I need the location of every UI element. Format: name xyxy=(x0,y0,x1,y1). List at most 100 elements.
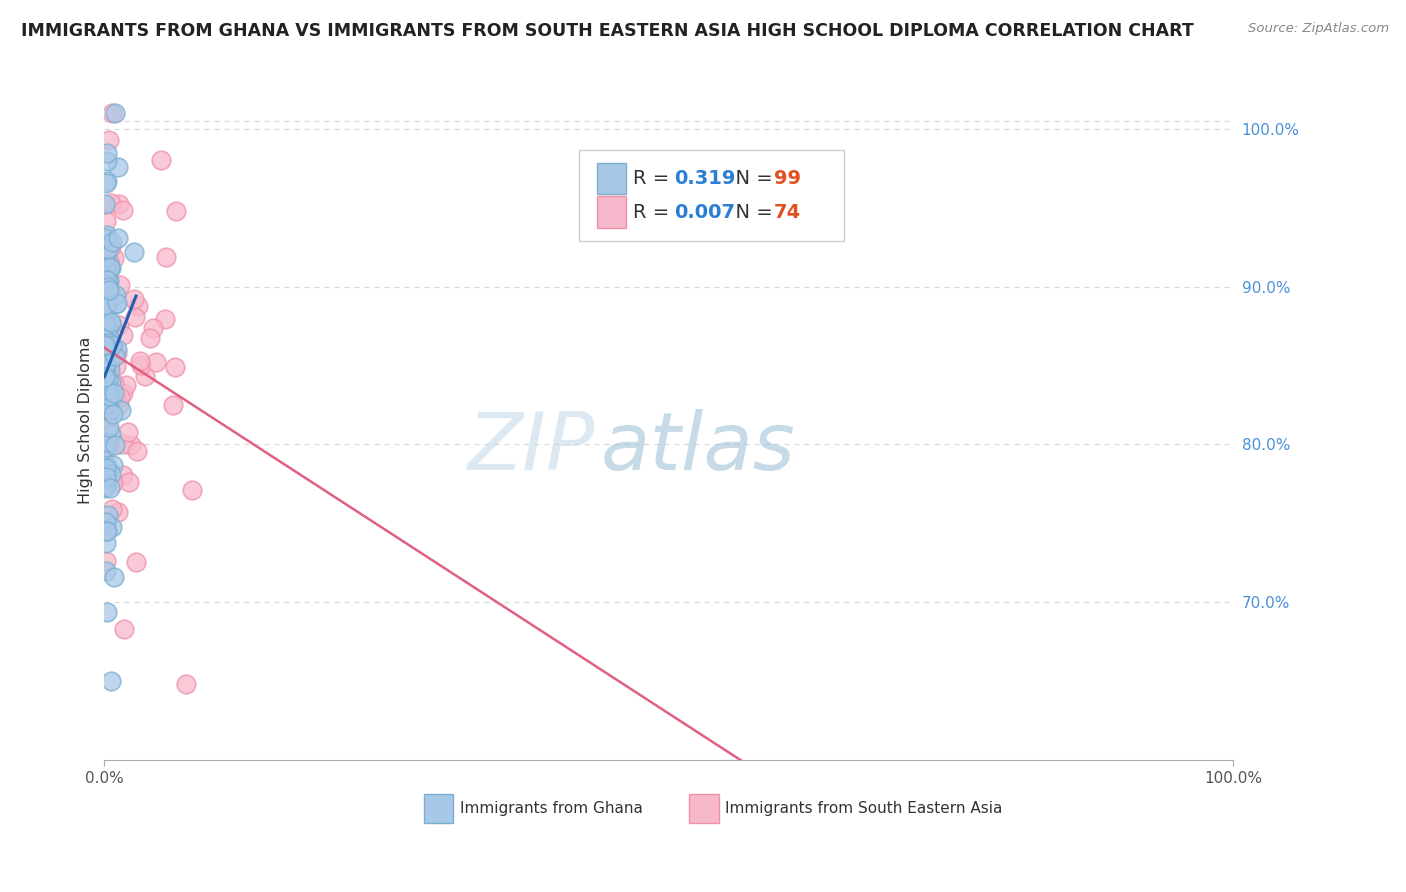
Point xyxy=(105,346,128,360)
Point xyxy=(94,381,117,395)
Point xyxy=(120,438,142,452)
Point xyxy=(101,235,124,249)
Text: Source: ZipAtlas.com: Source: ZipAtlas.com xyxy=(1249,22,1389,36)
Point xyxy=(94,338,117,352)
Point xyxy=(93,361,115,376)
Point xyxy=(97,379,120,393)
Point xyxy=(98,403,121,417)
Point xyxy=(103,386,125,401)
Point xyxy=(122,245,145,260)
Point xyxy=(100,196,122,211)
Point xyxy=(94,301,117,315)
Point xyxy=(97,409,120,423)
Point xyxy=(100,240,122,254)
Text: R =: R = xyxy=(633,202,675,221)
Point xyxy=(93,459,115,474)
Point xyxy=(93,196,115,211)
Text: atlas: atlas xyxy=(602,409,796,487)
Point xyxy=(97,508,120,522)
Point xyxy=(103,251,125,265)
Point xyxy=(96,346,118,360)
Point xyxy=(97,461,120,475)
Point xyxy=(94,440,117,454)
Point xyxy=(97,323,120,337)
Point xyxy=(124,292,146,306)
Point xyxy=(98,260,121,275)
Point xyxy=(100,261,122,276)
Point xyxy=(93,262,115,277)
Point xyxy=(94,383,117,397)
Point xyxy=(101,407,124,421)
Point xyxy=(103,570,125,584)
Point xyxy=(101,501,124,516)
Point xyxy=(139,331,162,345)
Point xyxy=(94,393,117,408)
Point xyxy=(94,231,117,245)
Text: N =: N = xyxy=(723,202,779,221)
Point xyxy=(96,388,118,402)
Point xyxy=(129,354,152,368)
Point xyxy=(110,277,132,292)
Point xyxy=(94,271,117,285)
Point xyxy=(94,260,117,274)
FancyBboxPatch shape xyxy=(689,794,718,822)
Point xyxy=(96,479,118,493)
Point xyxy=(104,349,127,363)
Point xyxy=(142,321,165,335)
Point xyxy=(111,327,134,342)
Point xyxy=(181,483,204,498)
Text: N =: N = xyxy=(723,169,779,187)
Point xyxy=(94,454,117,468)
Point xyxy=(103,376,125,390)
Point xyxy=(129,358,152,372)
Point xyxy=(94,214,117,228)
Point xyxy=(97,439,120,453)
Point xyxy=(94,411,117,425)
Point xyxy=(103,385,125,400)
Point xyxy=(100,315,122,329)
Point xyxy=(112,623,135,637)
Point xyxy=(97,320,120,334)
Point xyxy=(96,260,118,274)
Point xyxy=(97,323,120,337)
Point xyxy=(96,145,118,160)
Point xyxy=(108,318,131,333)
Text: R =: R = xyxy=(633,169,675,187)
Point xyxy=(94,395,117,409)
Point xyxy=(134,368,156,383)
Point xyxy=(165,359,187,374)
Point xyxy=(96,259,118,273)
Text: 74: 74 xyxy=(773,202,801,221)
Point xyxy=(97,133,120,147)
Point xyxy=(145,355,167,369)
Point xyxy=(94,460,117,475)
Point xyxy=(93,379,115,393)
Point xyxy=(96,174,118,188)
Point xyxy=(100,356,122,370)
Point xyxy=(94,358,117,372)
Point xyxy=(117,425,139,439)
Point xyxy=(150,153,173,167)
Point xyxy=(97,423,120,437)
Point xyxy=(100,319,122,334)
Point xyxy=(93,305,115,319)
Point xyxy=(98,387,121,401)
FancyBboxPatch shape xyxy=(596,162,626,194)
Point xyxy=(97,359,120,374)
Point xyxy=(96,277,118,291)
Point xyxy=(97,283,120,297)
Point xyxy=(94,351,117,366)
Point xyxy=(96,398,118,412)
Point xyxy=(96,564,118,578)
Point xyxy=(111,202,134,217)
Point xyxy=(96,177,118,191)
Point xyxy=(94,515,117,529)
Point xyxy=(127,444,149,458)
Point xyxy=(94,536,117,550)
Point xyxy=(94,407,117,421)
Point xyxy=(155,250,177,264)
Point xyxy=(96,154,118,169)
Point xyxy=(98,274,121,288)
Point xyxy=(94,387,117,401)
Point xyxy=(93,328,115,343)
